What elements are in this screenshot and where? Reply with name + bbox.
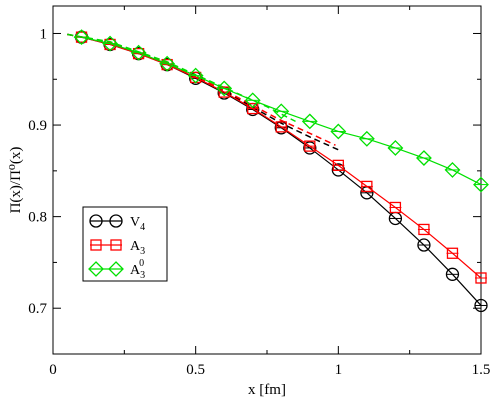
x-axis-title: x [fm] [248, 382, 286, 398]
y-tick-label: 0.9 [28, 118, 47, 134]
x-tick-label: 0 [49, 362, 57, 378]
dashed-curve [67, 33, 339, 151]
dashed-curve [67, 33, 336, 146]
plot-frame [52, 5, 482, 355]
data-point [444, 162, 461, 178]
data-point [358, 130, 375, 147]
data-point [301, 113, 318, 130]
data-point [187, 67, 204, 84]
data-point [102, 35, 118, 52]
data-point [273, 103, 290, 120]
data-point [159, 55, 176, 72]
y-tick-label: 1 [40, 26, 48, 42]
y-tick-label: 0.7 [28, 301, 47, 317]
data-point [387, 140, 404, 156]
y-tick-label: 0.8 [28, 210, 47, 226]
x-tick-label: 0.5 [186, 362, 205, 378]
data-point [73, 29, 90, 46]
series-2 [73, 29, 489, 193]
x-tick-label: 1 [335, 362, 343, 378]
dashed-curve [67, 33, 296, 123]
y-axis-title: Π(x)/Π⁰(x) [8, 147, 24, 214]
data-point [244, 92, 261, 109]
data-point [330, 123, 347, 140]
data-series [73, 29, 489, 313]
legend-marker [88, 261, 104, 277]
x-tick-label: 1.5 [472, 362, 491, 378]
data-point [473, 176, 489, 193]
data-point [216, 80, 233, 97]
axis-ticks: 0 0.5 1 1.5 0.7 0.8 0.9 1 [28, 6, 490, 378]
legend-marker [108, 261, 124, 277]
legend-box [82, 206, 168, 282]
legend-label: A30 [130, 258, 145, 281]
data-point [130, 44, 147, 61]
data-point [416, 150, 432, 166]
dashed-curves [67, 33, 339, 151]
